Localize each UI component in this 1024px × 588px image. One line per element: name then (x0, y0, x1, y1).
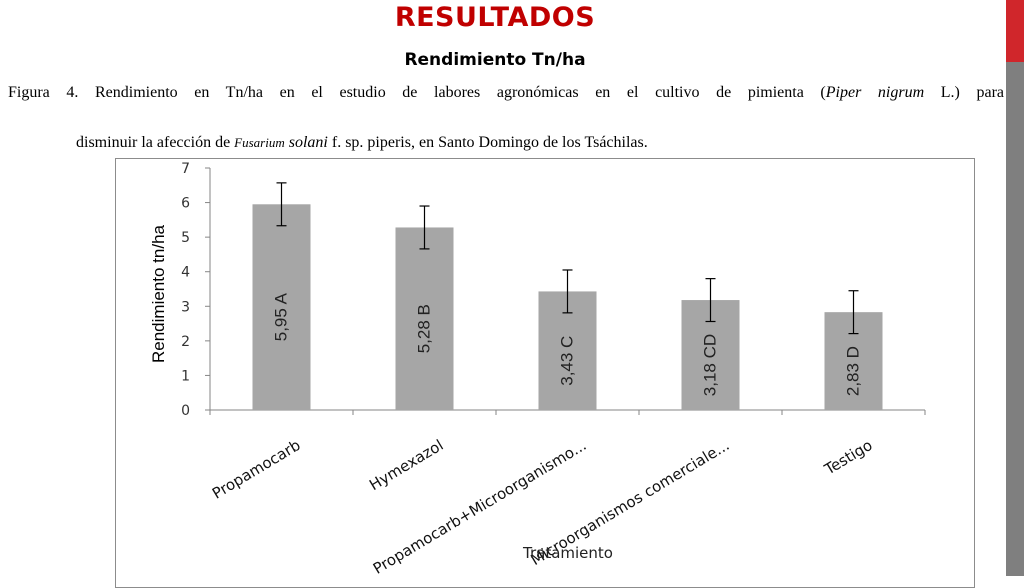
caption2-species: solani (284, 134, 328, 151)
caption-prefix: Figura 4. Rendimiento en Tn/ha en el est… (8, 84, 826, 101)
y-tick-label: 3 (181, 299, 190, 315)
slide-title: RESULTADOS (394, 2, 596, 33)
y-tick-label: 6 (181, 196, 190, 212)
data-label: 2,83 D (844, 346, 863, 396)
caption2-genus: Fusarium (234, 135, 285, 150)
y-tick-label: 2 (181, 334, 190, 350)
y-tick-label: 7 (181, 161, 190, 177)
caption2-suffix: f. sp. piperis, en Santo Domingo de los … (327, 134, 648, 151)
slide-edge-bar (1006, 0, 1024, 576)
data-label: 5,95 A (272, 292, 291, 341)
y-tick-label: 5 (181, 230, 190, 246)
figure-caption-line-2: disminuir la afección de Fusarium solani… (76, 132, 976, 154)
x-tick-label: Testigo (821, 436, 876, 479)
x-axis-title: Tratamiento (522, 544, 613, 562)
bar (395, 227, 454, 410)
y-tick-label: 0 (181, 403, 190, 419)
slide-subtitle: Rendimiento Tn/ha (404, 50, 586, 70)
y-axis-title: Rendimiento tn/ha (149, 224, 168, 363)
caption-suffix: L.) para (924, 84, 1004, 101)
x-tick-label: Hymexazol (366, 436, 446, 494)
data-label: 3,18 CD (701, 334, 720, 396)
bar-chart: 0 1 2 3 4 5 6 7 5,95 A Propamocarb 5,28 B Hymexazol… (149, 161, 926, 576)
bar (252, 204, 311, 410)
caption-species: Piper nigrum (825, 84, 925, 101)
data-label: 5,28 B (415, 304, 434, 353)
data-label: 3,43 C (558, 336, 577, 386)
edge-bar-red (1006, 0, 1024, 62)
figure-caption-line-1: Figura 4. Rendimiento en Tn/ha en el est… (8, 82, 1004, 104)
x-tick-label: Propamocarb (209, 436, 304, 503)
y-tick-label: 1 (181, 368, 190, 384)
edge-bar-gray (1006, 62, 1024, 576)
y-tick-label: 4 (181, 265, 190, 281)
caption2-prefix: disminuir la afección de (76, 134, 235, 151)
